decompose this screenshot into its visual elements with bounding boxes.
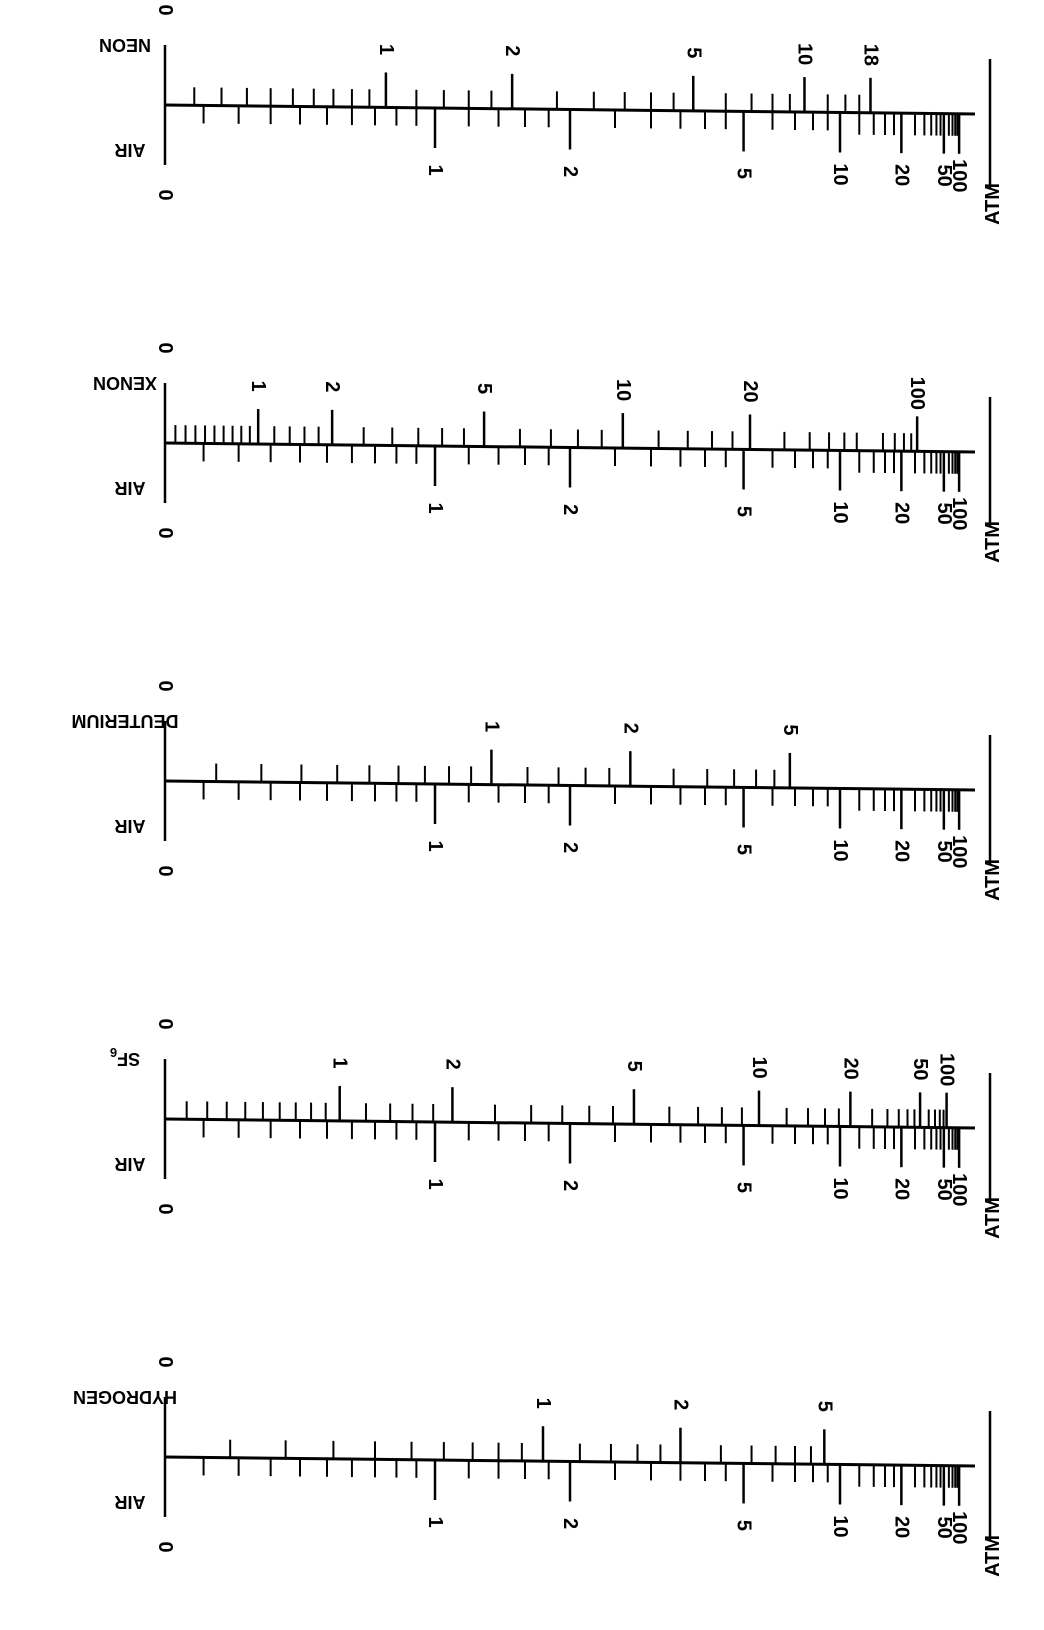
gas-name-label: SF6 (110, 1046, 140, 1070)
air-tick-label: 5 (733, 1520, 755, 1531)
air-tick-label: 50 (933, 841, 955, 863)
gas-tick-label: 2 (669, 1399, 691, 1410)
gas-tick-label: 20 (839, 1057, 861, 1079)
gas-tick-label: 50 (909, 1058, 931, 1080)
air-tick-label: 0 (154, 1541, 176, 1552)
air-tick-label: 1 (424, 164, 446, 175)
gas-tick-label: 20 (739, 380, 761, 402)
gas-tick-label: 100 (906, 377, 928, 410)
gas-tick-label: 10 (612, 379, 634, 401)
air-tick-label: 1 (424, 502, 446, 513)
air-tick-label: 10 (829, 1177, 851, 1199)
air-tick-label: 100 (948, 497, 970, 530)
gas-tick-label: 5 (682, 47, 704, 58)
gas-tick-label: 0 (154, 1018, 176, 1029)
gas-tick-label: 5 (813, 1401, 835, 1412)
gas-tick-label: 1 (532, 1398, 554, 1409)
gas-tick-label: 1 (329, 1057, 351, 1068)
air-tick-label: 100 (948, 835, 970, 868)
gas-tick-label: 0 (154, 680, 176, 691)
air-tick-label: 50 (933, 503, 955, 525)
air-tick-label: 10 (829, 501, 851, 523)
gas-name-label: NEON (99, 35, 151, 55)
gas-tick-label: 1 (375, 44, 397, 55)
reference-gas-label: AIR (115, 1492, 146, 1512)
air-tick-label: 5 (733, 506, 755, 517)
air-tick-label: 5 (733, 844, 755, 855)
reference-gas-label: AIR (115, 140, 146, 160)
gas-name-label: XENON (93, 373, 157, 393)
air-tick-label: 100 (948, 159, 970, 192)
air-tick-label: 50 (933, 165, 955, 187)
air-tick-label: 1 (424, 1516, 446, 1527)
air-tick-label: 0 (154, 527, 176, 538)
gas-tick-label: 0 (154, 1356, 176, 1367)
air-tick-label: 0 (154, 189, 176, 200)
air-tick-label: 20 (890, 502, 912, 524)
gas-name-label: HYDROGEN (73, 1387, 177, 1407)
air-tick-label: 0 (154, 865, 176, 876)
gas-tick-label: 5 (779, 724, 801, 735)
unit-label: ATM (982, 859, 1004, 901)
gas-tick-label: 1 (480, 721, 502, 732)
reference-gas-label: AIR (115, 478, 146, 498)
air-tick-label: 10 (829, 839, 851, 861)
reference-gas-label: AIR (115, 1154, 146, 1174)
air-tick-label: 1 (424, 1178, 446, 1189)
gas-tick-label: 0 (154, 4, 176, 15)
gas-tick-label: 18 (859, 44, 881, 66)
air-tick-label: 2 (559, 1518, 581, 1529)
air-tick-label: 20 (890, 1516, 912, 1538)
gas-tick-label: 10 (748, 1056, 770, 1078)
gas-tick-label: 5 (623, 1061, 645, 1072)
gas-tick-label: 2 (321, 381, 343, 392)
air-tick-label: 50 (933, 1517, 955, 1539)
air-tick-label: 100 (948, 1173, 970, 1206)
air-tick-label: 10 (829, 1515, 851, 1537)
air-tick-label: 20 (890, 1178, 912, 1200)
air-tick-label: 2 (559, 842, 581, 853)
air-tick-label: 50 (933, 1179, 955, 1201)
gas-name-label: DEUTERIUM (72, 711, 179, 731)
unit-label: ATM (982, 183, 1004, 225)
unit-label: ATM (982, 1197, 1004, 1239)
gas-name-subscript: 6 (110, 1046, 117, 1061)
gas-tick-label: 2 (441, 1059, 463, 1070)
air-tick-label: 5 (733, 1182, 755, 1193)
gas-tick-label: 2 (619, 723, 641, 734)
unit-label: ATM (982, 1535, 1004, 1577)
air-tick-label: 5 (733, 168, 755, 179)
air-tick-label: 0 (154, 1203, 176, 1214)
gas-tick-label: 10 (793, 43, 815, 65)
gas-tick-label: 5 (473, 383, 495, 394)
gas-tick-label: 1 (247, 380, 269, 391)
air-tick-label: 2 (559, 1180, 581, 1191)
air-tick-label: 10 (829, 163, 851, 185)
air-tick-label: 100 (948, 1511, 970, 1544)
gas-tick-label: 2 (501, 45, 523, 56)
air-tick-label: 2 (559, 166, 581, 177)
unit-label: ATM (982, 521, 1004, 563)
gas-tick-label: 0 (154, 342, 176, 353)
air-tick-label: 20 (890, 164, 912, 186)
air-tick-label: 2 (559, 504, 581, 515)
reference-gas-label: AIR (115, 816, 146, 836)
air-tick-label: 20 (890, 840, 912, 862)
air-tick-label: 1 (424, 840, 446, 851)
gas-tick-label: 100 (936, 1053, 958, 1086)
